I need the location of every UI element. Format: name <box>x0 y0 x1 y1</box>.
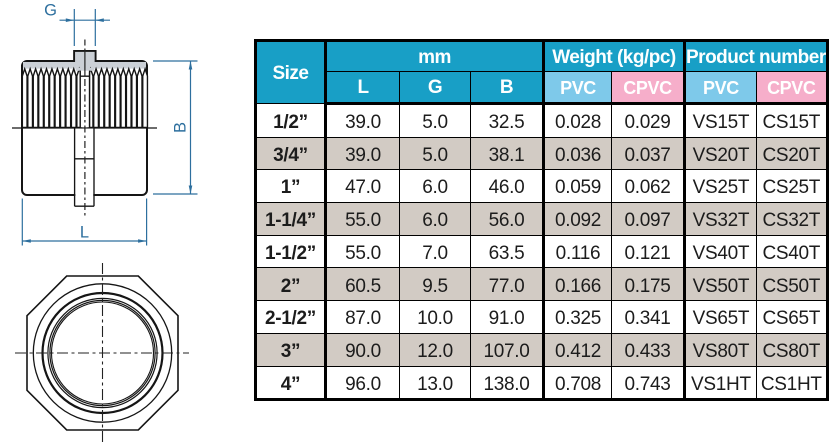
svg-text:B: B <box>171 122 189 133</box>
svg-text:G: G <box>44 2 57 20</box>
svg-text:L: L <box>80 224 89 242</box>
